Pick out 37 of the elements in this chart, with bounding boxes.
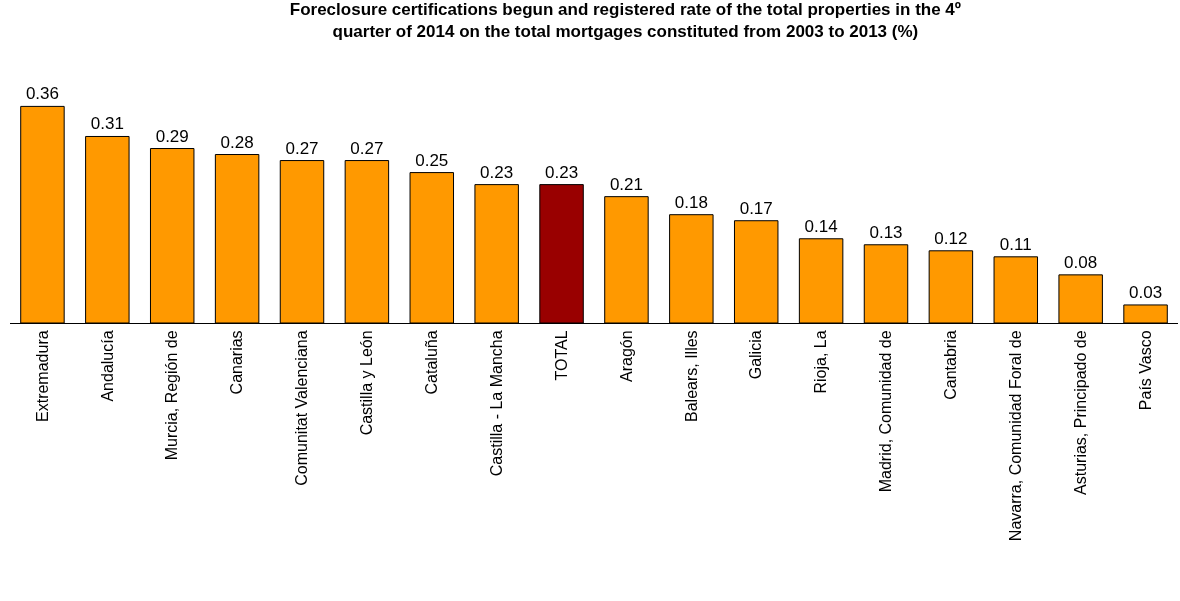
x-tick-label: Castilla - La Mancha xyxy=(487,330,505,477)
x-tick-label: Balears, Illes xyxy=(682,330,700,422)
data-label: 0.27 xyxy=(285,138,319,158)
data-label: 0.28 xyxy=(220,132,254,152)
data-label: 0.23 xyxy=(480,162,514,182)
x-tick-label: Cataluña xyxy=(422,330,440,395)
data-label: 0.25 xyxy=(415,150,449,170)
data-label: 0.17 xyxy=(739,198,773,218)
x-tick-label: Extremadura xyxy=(33,330,51,422)
x-tick-label: Castilla y León xyxy=(358,330,376,436)
x-tick-label: País Vasco xyxy=(1136,330,1154,411)
data-label: 0.36 xyxy=(25,84,59,104)
chart-title: Foreclosure certifications begun and registered rate of the total properties in the 4º quarter of 2014 on the total mortgages constituted from 2003 to 2013 (%) xyxy=(289,0,962,42)
data-label: 0.14 xyxy=(804,216,838,236)
x-tick-label: Asturias, Principado de xyxy=(1071,330,1089,495)
data-label: 0.13 xyxy=(869,222,903,242)
data-label: 0.18 xyxy=(674,192,708,212)
data-label: 0.21 xyxy=(609,174,643,194)
data-label: 0.12 xyxy=(934,228,968,248)
x-tick-label: Navarra, Comunidad Foral de xyxy=(1006,330,1024,542)
x-tick-label: Rioja, La xyxy=(812,330,830,394)
x-tick-label: Cantabria xyxy=(942,330,960,400)
x-tick-label: TOTAL xyxy=(552,330,570,381)
x-tick-label: Galicia xyxy=(747,330,765,380)
data-label: 0.23 xyxy=(545,162,579,182)
x-tick-label: Andalucía xyxy=(98,330,116,402)
data-label: 0.08 xyxy=(1064,252,1098,272)
x-tick-label: Murcia, Región de xyxy=(163,330,181,461)
x-tick-label: Madrid, Comunidad de xyxy=(877,330,895,493)
x-tick-label: Comunitat Valenciana xyxy=(293,330,311,486)
data-label: 0.31 xyxy=(90,114,124,134)
data-label: 0.03 xyxy=(1129,282,1163,302)
data-label: 0.29 xyxy=(155,126,189,146)
data-label: 0.27 xyxy=(350,138,384,158)
data-label: 0.11 xyxy=(999,234,1032,254)
x-tick-label: Aragón xyxy=(617,330,635,382)
x-tick-label: Canarias xyxy=(228,330,246,395)
